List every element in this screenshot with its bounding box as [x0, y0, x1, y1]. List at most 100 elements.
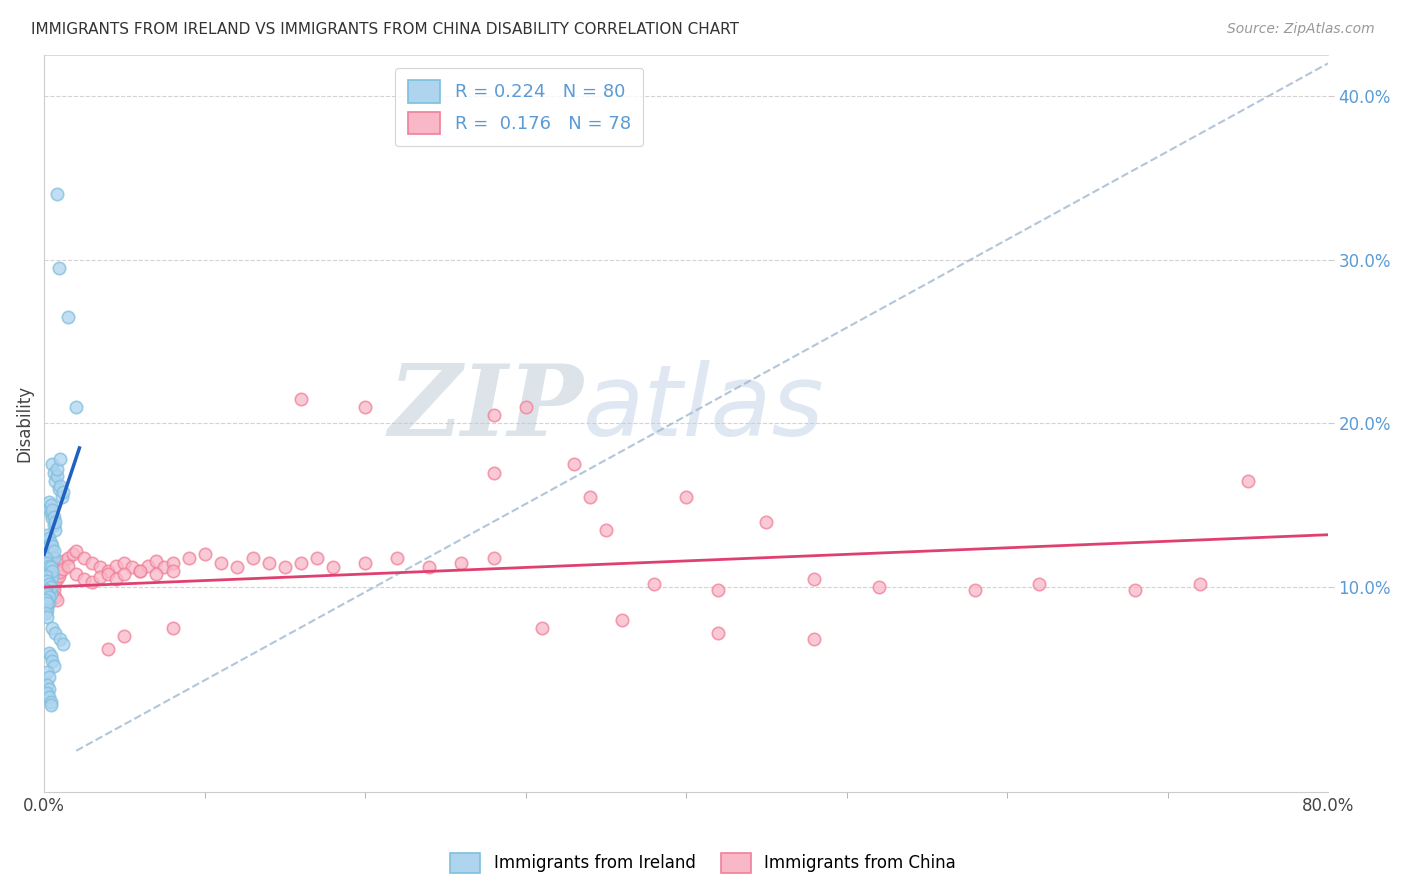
Point — [42, 583, 65, 598]
Point — [38, 646, 60, 660]
Point — [707, 583, 730, 598]
Point — [41, 570, 63, 584]
Point — [49, 632, 72, 647]
Point — [675, 490, 697, 504]
Y-axis label: Disability: Disability — [15, 384, 32, 462]
Point — [39, 560, 62, 574]
Point — [755, 515, 778, 529]
Point — [112, 629, 135, 643]
Point — [354, 556, 377, 570]
Point — [387, 550, 409, 565]
Point — [129, 564, 152, 578]
Point — [38, 564, 60, 578]
Point — [42, 570, 65, 584]
Point — [707, 626, 730, 640]
Point — [38, 593, 60, 607]
Point — [38, 583, 60, 598]
Point — [41, 503, 63, 517]
Point — [49, 452, 72, 467]
Point — [38, 580, 60, 594]
Point — [162, 556, 184, 570]
Point — [41, 458, 63, 472]
Point — [129, 564, 152, 578]
Point — [44, 474, 66, 488]
Point — [48, 568, 70, 582]
Point — [38, 539, 60, 553]
Point — [38, 577, 60, 591]
Point — [82, 575, 104, 590]
Point — [49, 557, 72, 571]
Point — [35, 590, 58, 604]
Point — [225, 560, 247, 574]
Point — [37, 587, 59, 601]
Point — [44, 515, 66, 529]
Point — [37, 686, 59, 700]
Point — [62, 547, 84, 561]
Point — [105, 572, 128, 586]
Point — [37, 580, 59, 594]
Point — [39, 536, 62, 550]
Point — [73, 572, 96, 586]
Point — [41, 564, 63, 578]
Point — [39, 567, 62, 582]
Point — [42, 517, 65, 532]
Point — [38, 501, 60, 516]
Point — [44, 523, 66, 537]
Point — [48, 560, 70, 574]
Point — [41, 574, 63, 588]
Point — [46, 462, 69, 476]
Point — [38, 690, 60, 704]
Point — [515, 400, 537, 414]
Point — [803, 632, 825, 647]
Legend: R = 0.224   N = 80, R =  0.176   N = 78: R = 0.224 N = 80, R = 0.176 N = 78 — [395, 68, 644, 146]
Legend: Immigrants from Ireland, Immigrants from China: Immigrants from Ireland, Immigrants from… — [444, 847, 962, 880]
Point — [38, 670, 60, 684]
Point — [209, 556, 232, 570]
Point — [194, 547, 217, 561]
Point — [177, 550, 200, 565]
Point — [37, 665, 59, 680]
Point — [482, 550, 505, 565]
Point — [38, 597, 60, 611]
Point — [242, 550, 264, 565]
Point — [482, 409, 505, 423]
Point — [41, 587, 63, 601]
Point — [322, 560, 344, 574]
Point — [44, 575, 66, 590]
Point — [112, 556, 135, 570]
Point — [46, 593, 69, 607]
Point — [37, 556, 59, 570]
Point — [51, 490, 73, 504]
Point — [39, 577, 62, 591]
Point — [38, 590, 60, 604]
Point — [41, 582, 63, 596]
Point — [37, 574, 59, 588]
Point — [1125, 583, 1147, 598]
Text: atlas: atlas — [583, 360, 825, 458]
Point — [65, 567, 87, 582]
Point — [354, 400, 377, 414]
Text: IMMIGRANTS FROM IRELAND VS IMMIGRANTS FROM CHINA DISABILITY CORRELATION CHART: IMMIGRANTS FROM IRELAND VS IMMIGRANTS FR… — [31, 22, 740, 37]
Point — [35, 568, 58, 582]
Point — [963, 583, 986, 598]
Point — [37, 597, 59, 611]
Point — [39, 590, 62, 604]
Point — [49, 478, 72, 492]
Point — [868, 580, 890, 594]
Point — [46, 564, 69, 578]
Point — [39, 698, 62, 712]
Point — [162, 564, 184, 578]
Point — [89, 570, 111, 584]
Point — [52, 562, 75, 576]
Point — [42, 550, 65, 565]
Point — [44, 590, 66, 604]
Point — [37, 597, 59, 611]
Point — [1188, 577, 1211, 591]
Point — [97, 642, 120, 657]
Point — [145, 567, 167, 582]
Text: ZIP: ZIP — [388, 360, 583, 457]
Point — [643, 577, 665, 591]
Point — [38, 495, 60, 509]
Point — [41, 547, 63, 561]
Point — [290, 392, 312, 406]
